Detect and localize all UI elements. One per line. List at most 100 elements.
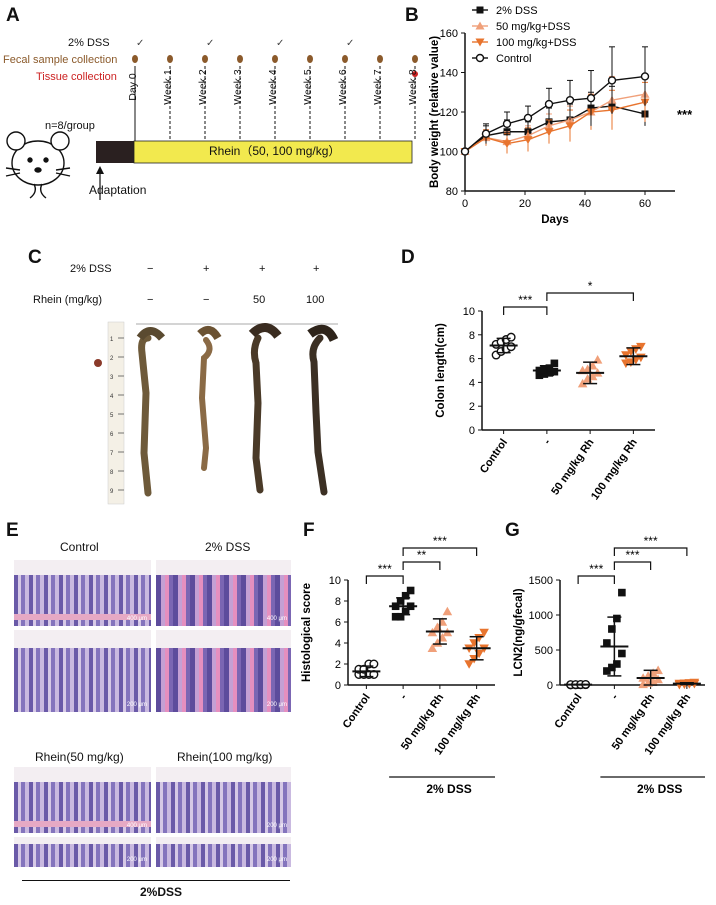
fecal-label: Fecal sample collection <box>3 54 118 66</box>
scale-bar-label: 200 μm <box>126 702 147 708</box>
g-sig-bracket <box>613 547 688 556</box>
histology-image-rhein50-high: 200 μm <box>14 837 151 867</box>
tissue-sample-icon <box>94 359 102 367</box>
d-ytick-label: 10 <box>463 306 475 318</box>
c-row1-label: 2% DSS <box>70 263 112 275</box>
g-group-0 <box>564 679 593 690</box>
histology-image-control-low: 400 μm <box>14 560 151 626</box>
b-point <box>502 119 512 129</box>
d-xtick-label: 50 mg/kg Rh <box>549 437 597 498</box>
f-point <box>391 612 400 621</box>
e-title-rhein100: Rhein(100 mg/kg) <box>177 750 273 764</box>
histology-image-rhein100-high: 200 μm <box>156 837 291 867</box>
b-ytick-label: 160 <box>440 28 458 40</box>
fecal-sample-icon <box>202 55 208 63</box>
c-row2-v2: 50 <box>253 294 266 306</box>
panel-label-e: E <box>6 520 19 541</box>
f-point <box>442 606 453 616</box>
b-point <box>523 136 533 145</box>
g-point <box>613 614 621 623</box>
week-label: Week 7 <box>372 69 384 105</box>
c-row2-v0: − <box>147 294 154 306</box>
b-series-line <box>464 105 646 153</box>
f-group-3 <box>462 628 491 669</box>
panel-label-b: B <box>405 5 419 26</box>
b-series-2 <box>460 81 650 156</box>
svg-text:8: 8 <box>110 470 114 476</box>
b-point <box>586 93 596 103</box>
b-ytick-label: 80 <box>446 186 458 198</box>
g-group-1 <box>600 588 629 677</box>
panel-label-a: A <box>6 5 20 26</box>
fecal-sample-icon <box>412 55 418 63</box>
d-ytick-label: 4 <box>469 377 475 389</box>
histology-image-control-high: 200 μm <box>14 630 151 712</box>
b-xtick-label: 60 <box>639 198 651 210</box>
g-group-3 <box>672 678 701 690</box>
panel-label-d: D <box>401 247 415 268</box>
f-point <box>406 586 415 595</box>
histology-image-rhein100-low: 200 μm <box>156 767 291 833</box>
b-point <box>460 147 470 156</box>
b-series-1 <box>460 73 650 155</box>
g-point <box>608 625 616 633</box>
g-sig-label: *** <box>644 534 658 548</box>
g-ytick-label: 1500 <box>529 575 553 587</box>
b-point <box>640 72 650 81</box>
c-row1-v2: + <box>259 263 266 275</box>
week-label: Week 4 <box>267 69 279 105</box>
week-label: Week 2 <box>197 69 209 105</box>
f-ytick-label: 10 <box>329 575 341 587</box>
b-ytick-label: 120 <box>440 107 458 119</box>
f-ytick-label: 4 <box>335 638 341 650</box>
f-ytick-label: 8 <box>335 596 341 608</box>
g-ytick-label: 0 <box>547 680 553 692</box>
g-sig-bracket <box>613 561 652 570</box>
week-label: Week 8 <box>407 69 419 105</box>
g-point <box>603 667 611 675</box>
e-title-dss: 2% DSS <box>205 540 251 554</box>
f-group-1 <box>389 586 418 621</box>
g-point <box>653 665 663 675</box>
colon-rhein-100 <box>309 334 328 496</box>
week-label: Week 3 <box>232 69 244 105</box>
mouse-icon <box>5 131 71 199</box>
g-point <box>613 660 621 668</box>
f-point <box>396 612 405 621</box>
f-group-label: 2% DSS <box>426 782 471 796</box>
f-point <box>401 591 410 600</box>
d-sig-label: * <box>588 279 593 293</box>
dss-label: 2% DSS <box>68 37 110 49</box>
g-group-label: 2% DSS <box>637 782 682 796</box>
f-sig-label: ** <box>417 548 427 562</box>
histology-image-dss-low: 400 μm <box>156 560 291 626</box>
g-sig-label: *** <box>625 548 639 562</box>
g-group-2 <box>636 665 665 689</box>
f-group-0 <box>352 659 381 679</box>
d-group-3 <box>619 342 648 369</box>
f-point <box>479 628 489 638</box>
f-point <box>401 607 410 616</box>
svg-text:9: 9 <box>110 489 114 495</box>
adaptation-label: Adaptation <box>89 183 147 197</box>
d-sig-bracket <box>503 306 548 315</box>
b-xlabel: Days <box>541 214 569 226</box>
d-group-1 <box>532 359 561 380</box>
g-point <box>618 649 626 658</box>
fecal-sample-icon <box>342 55 348 63</box>
b-point <box>565 122 575 131</box>
fecal-sample-icon <box>307 55 313 63</box>
b-series-3 <box>460 46 650 156</box>
b-ytick-label: 140 <box>440 68 458 80</box>
d-point <box>506 332 516 342</box>
scale-bar-label: 400 μm <box>126 823 147 829</box>
week-label: Week 5 <box>302 69 314 105</box>
d-point <box>550 359 559 368</box>
d-xtick-label: Control <box>478 437 510 476</box>
g-xtick-label: Control <box>552 692 584 731</box>
d-ytick-label: 6 <box>469 354 475 366</box>
f-ytick-label: 2 <box>335 659 341 671</box>
week-label: Week 1 <box>162 69 174 105</box>
f-sig-label: *** <box>433 534 447 548</box>
